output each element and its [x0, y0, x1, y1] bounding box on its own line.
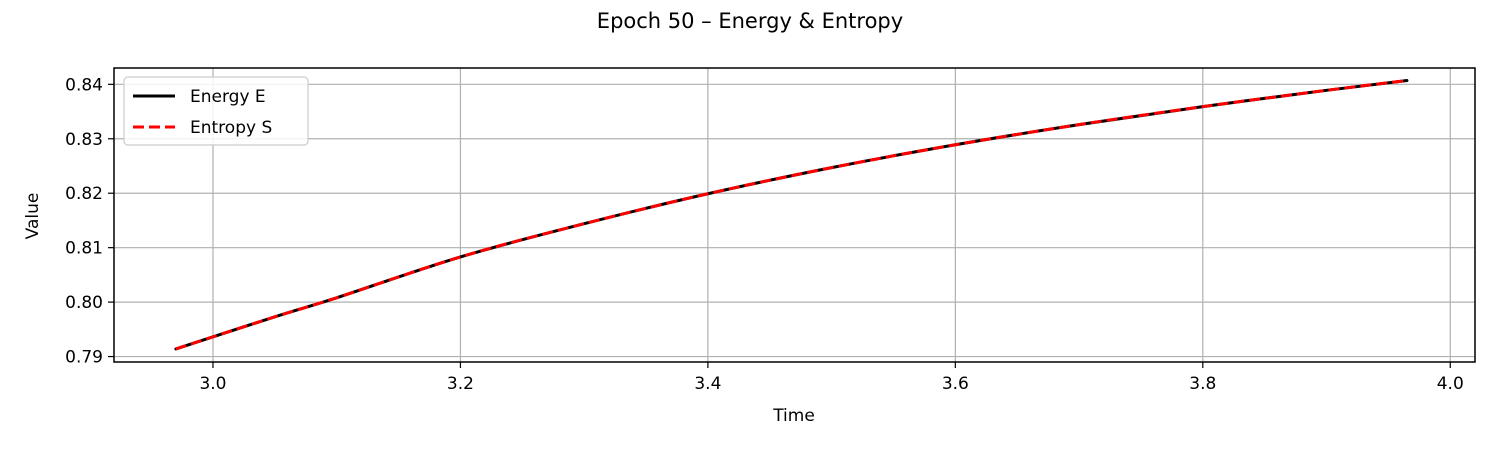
series-line-energy-e: [174, 79, 1409, 351]
x-tick-label: 3.6: [942, 374, 969, 394]
y-axis: 0.79 0.80 0.81 0.82 0.83 0.84: [65, 75, 114, 368]
y-axis-title: Value: [23, 193, 43, 240]
y-tick-label: 0.79: [65, 348, 103, 368]
chart-title: Epoch 50 – Energy & Entropy: [597, 9, 903, 33]
x-tick-label: 3.2: [447, 374, 474, 394]
series-line-entropy-s: [175, 79, 1408, 351]
plot-area-frame: [113, 67, 1476, 363]
grid: [114, 68, 1475, 362]
x-tick-label: 3.8: [1189, 374, 1216, 394]
y-tick-label: 0.80: [65, 293, 103, 313]
legend-label-energy-e: Energy E: [190, 87, 266, 107]
legend: Energy E Entropy S: [123, 76, 309, 146]
y-tick-label: 0.82: [65, 184, 103, 204]
series-layer: [174, 79, 1409, 351]
x-tick-label: 3.4: [694, 374, 721, 394]
x-axis: 3.0 3.2 3.4 3.6 3.8 4.0: [199, 362, 1464, 394]
x-tick-label: 3.0: [199, 374, 226, 394]
x-axis-title: Time: [772, 406, 815, 426]
y-tick-label: 0.83: [65, 130, 103, 150]
x-tick-label: 4.0: [1437, 374, 1464, 394]
y-tick-label: 0.84: [65, 75, 103, 95]
y-tick-label: 0.81: [65, 239, 103, 259]
legend-label-entropy-s: Entropy S: [190, 118, 272, 138]
